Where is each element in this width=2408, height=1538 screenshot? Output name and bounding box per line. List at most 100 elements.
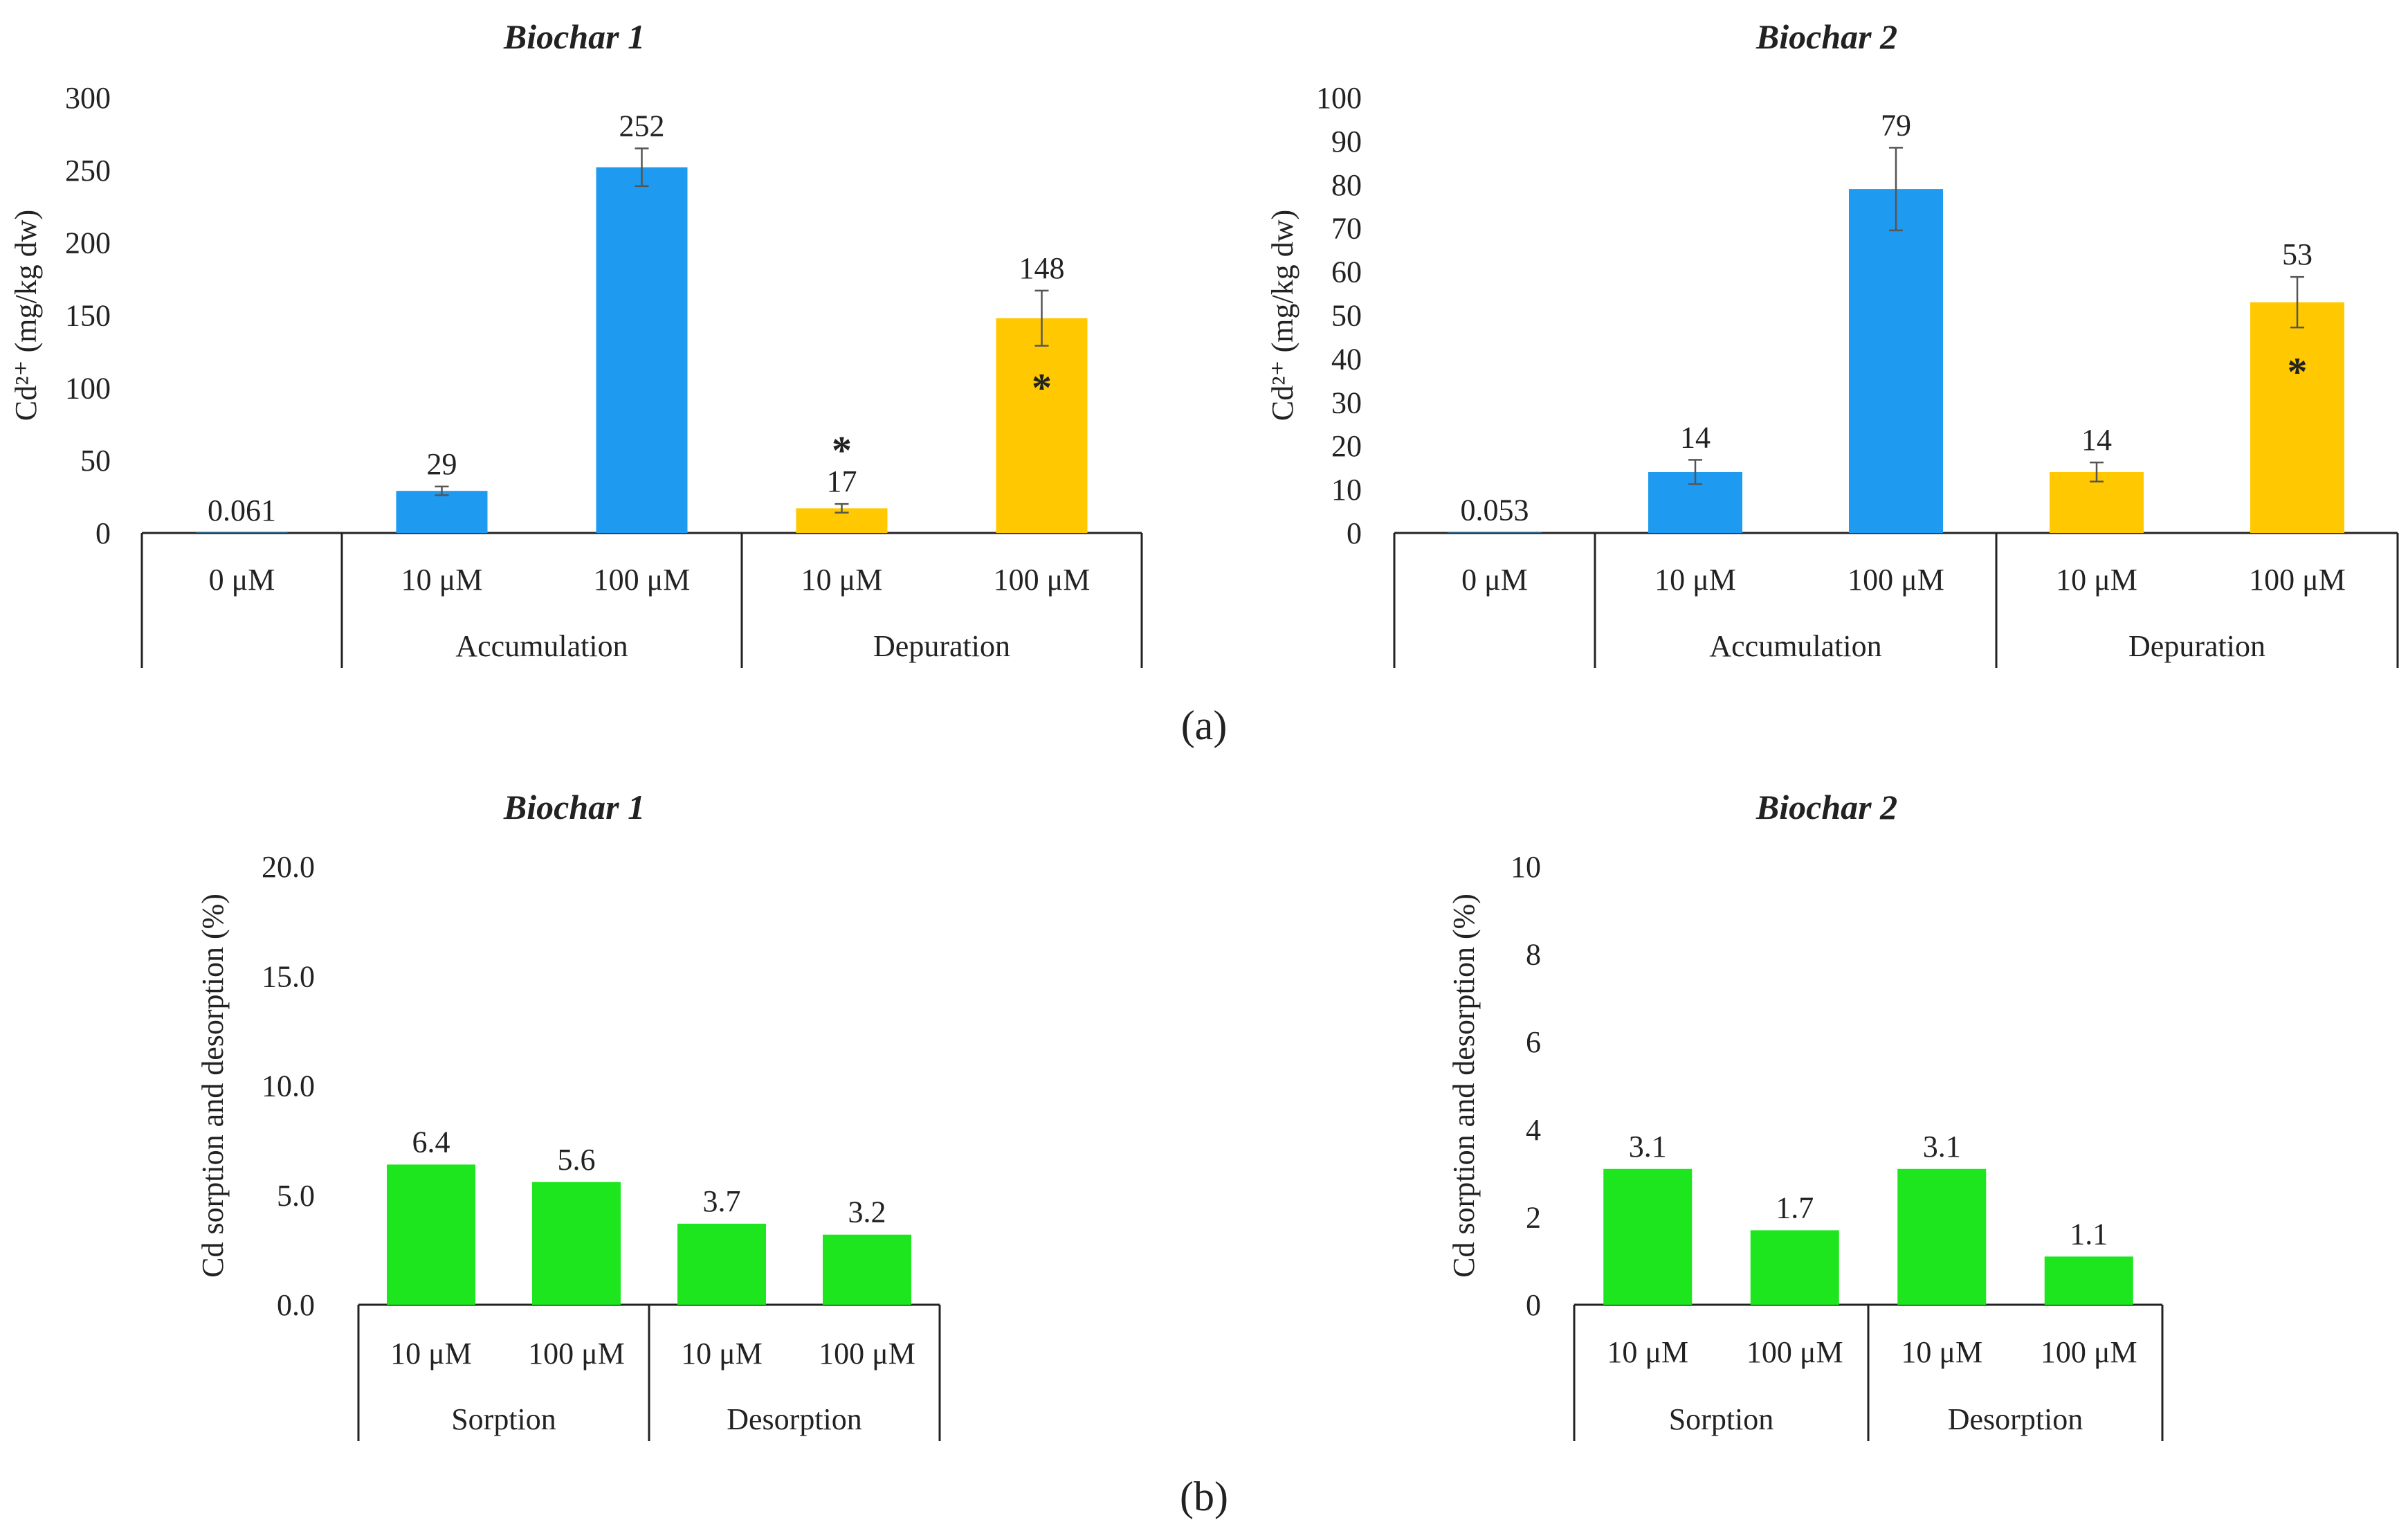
data-label: 79: [1881, 108, 1911, 142]
x-group-label: Desorption: [1948, 1402, 2083, 1436]
y-tick-label: 200: [65, 226, 111, 260]
bar: [823, 1234, 911, 1305]
chart-panel-3: Biochar 1 Cd sorption and desorption (%) 0…: [196, 788, 941, 1441]
data-label: 29: [427, 447, 457, 481]
data-label: 53: [2282, 237, 2313, 271]
data-label: 5.6: [558, 1143, 596, 1177]
x-category-label: 0 μM: [209, 563, 275, 597]
y-tick-label: 0: [1526, 1288, 1541, 1322]
chart-title: Biochar 1: [503, 17, 645, 56]
bar: [677, 1223, 766, 1305]
data-label: 14: [1680, 420, 1711, 454]
chart-title: Biochar 2: [1755, 788, 1897, 826]
y-tick-label: 4: [1526, 1113, 1541, 1147]
y-tick-label: 40: [1331, 342, 1362, 376]
x-category-label: 0 μM: [1461, 563, 1528, 597]
x-category-label: 100 μM: [594, 563, 691, 597]
data-label: 1.1: [2070, 1217, 2108, 1251]
y-tick-label: 100: [1316, 81, 1362, 115]
y-tick-label: 0.0: [277, 1288, 315, 1322]
x-category-label: 10 μM: [1654, 563, 1736, 597]
x-category-label: 100 μM: [994, 563, 1091, 597]
bar: [1603, 1168, 1693, 1305]
y-tick-label: 300: [65, 81, 111, 115]
y-tick-label: 80: [1331, 168, 1362, 202]
chart-panel-4: Biochar 2 Cd sorption and desorption (%) 0…: [1447, 788, 2164, 1441]
y-tick-label: 6: [1526, 1025, 1541, 1059]
x-category-label: 10 μM: [681, 1337, 763, 1370]
chart-title: Biochar 2: [1755, 17, 1897, 56]
x-category-label: 100 μM: [1848, 563, 1944, 597]
y-tick-label: 8: [1526, 938, 1541, 972]
x-group-label: Sorption: [1669, 1402, 1774, 1436]
x-category-label: 10 μM: [1607, 1335, 1688, 1369]
bar: [532, 1182, 621, 1305]
bar: [2250, 302, 2344, 533]
data-label: 14: [2081, 423, 2112, 457]
x-group-label: Accumulation: [1709, 629, 1881, 663]
y-axis-label: Cd sorption and desorption (%): [1447, 894, 1481, 1278]
data-label: 3.2: [848, 1195, 886, 1229]
y-tick-label: 0: [1347, 516, 1362, 550]
x-category-label: 10 μM: [390, 1337, 472, 1370]
y-tick-label: 10: [1331, 473, 1362, 507]
y-tick-label: 50: [80, 444, 111, 478]
x-group-label: Desorption: [727, 1402, 862, 1436]
chart-panel-1: Biochar 1 Cd²⁺ (mg/kg dw) 0 50 100 150 200 250 3…: [9, 17, 1143, 668]
significance-marker: *: [832, 428, 852, 473]
y-tick-label: 250: [65, 154, 111, 188]
chart-panel-2: Biochar 2 Cd²⁺ (mg/kg dw) 0 10 20 30 40 50 60 70 8…: [1266, 17, 2399, 668]
y-tick-label: 5.0: [277, 1179, 315, 1213]
x-group-label: Accumulation: [455, 629, 628, 663]
y-axis-label: Cd²⁺ (mg/kg dw): [1266, 210, 1299, 421]
data-label: 0.061: [208, 494, 276, 527]
x-category-label: 100 μM: [2041, 1335, 2137, 1369]
data-label: 0.053: [1461, 494, 1529, 527]
y-tick-label: 0: [95, 516, 111, 550]
y-axis-label: Cd sorption and desorption (%): [196, 894, 230, 1278]
data-label: 3.1: [1629, 1130, 1667, 1164]
x-category-label: 100 μM: [528, 1337, 625, 1370]
y-tick-label: 100: [65, 371, 111, 405]
bar: [2044, 1256, 2133, 1305]
y-tick-label: 10.0: [262, 1069, 315, 1103]
bar: [596, 167, 688, 533]
x-category-label: 10 μM: [801, 563, 883, 597]
significance-marker: *: [1032, 365, 1052, 410]
y-tick-label: 2: [1526, 1200, 1541, 1234]
y-tick-label: 150: [65, 299, 111, 333]
x-group-label: Sorption: [451, 1402, 556, 1436]
panel-label-b: (b): [1180, 1474, 1228, 1519]
panel-label-a: (a): [1181, 703, 1228, 748]
y-axis-label: Cd²⁺ (mg/kg dw): [9, 210, 43, 421]
bar: [996, 318, 1088, 533]
x-category-label: 100 μM: [1746, 1335, 1843, 1369]
data-label: 3.1: [1923, 1130, 1961, 1164]
y-tick-label: 90: [1331, 125, 1362, 159]
y-tick-label: 15.0: [262, 959, 315, 993]
x-category-label: 10 μM: [1901, 1335, 1982, 1369]
data-label: 1.7: [1776, 1191, 1814, 1224]
y-tick-label: 50: [1331, 299, 1362, 333]
x-group-label: Depuration: [2128, 629, 2265, 663]
y-tick-label: 70: [1331, 212, 1362, 246]
data-label: 3.7: [703, 1184, 741, 1218]
y-tick-label: 20: [1331, 429, 1362, 463]
bar: [396, 491, 488, 533]
x-category-label: 10 μM: [2056, 563, 2137, 597]
x-category-label: 10 μM: [401, 563, 483, 597]
y-tick-label: 30: [1331, 386, 1362, 419]
significance-marker: *: [2288, 350, 2308, 395]
bar: [1897, 1168, 1987, 1305]
chart-title: Biochar 1: [503, 788, 645, 826]
data-label: 6.4: [412, 1125, 450, 1159]
y-tick-label: 60: [1331, 255, 1362, 289]
data-label: 252: [619, 109, 665, 143]
x-group-label: Depuration: [873, 629, 1010, 663]
y-tick-label: 10: [1511, 850, 1541, 884]
y-tick-label: 20.0: [262, 850, 315, 884]
bar: [387, 1164, 475, 1305]
bar: [1448, 532, 1542, 533]
x-category-label: 100 μM: [819, 1337, 915, 1370]
